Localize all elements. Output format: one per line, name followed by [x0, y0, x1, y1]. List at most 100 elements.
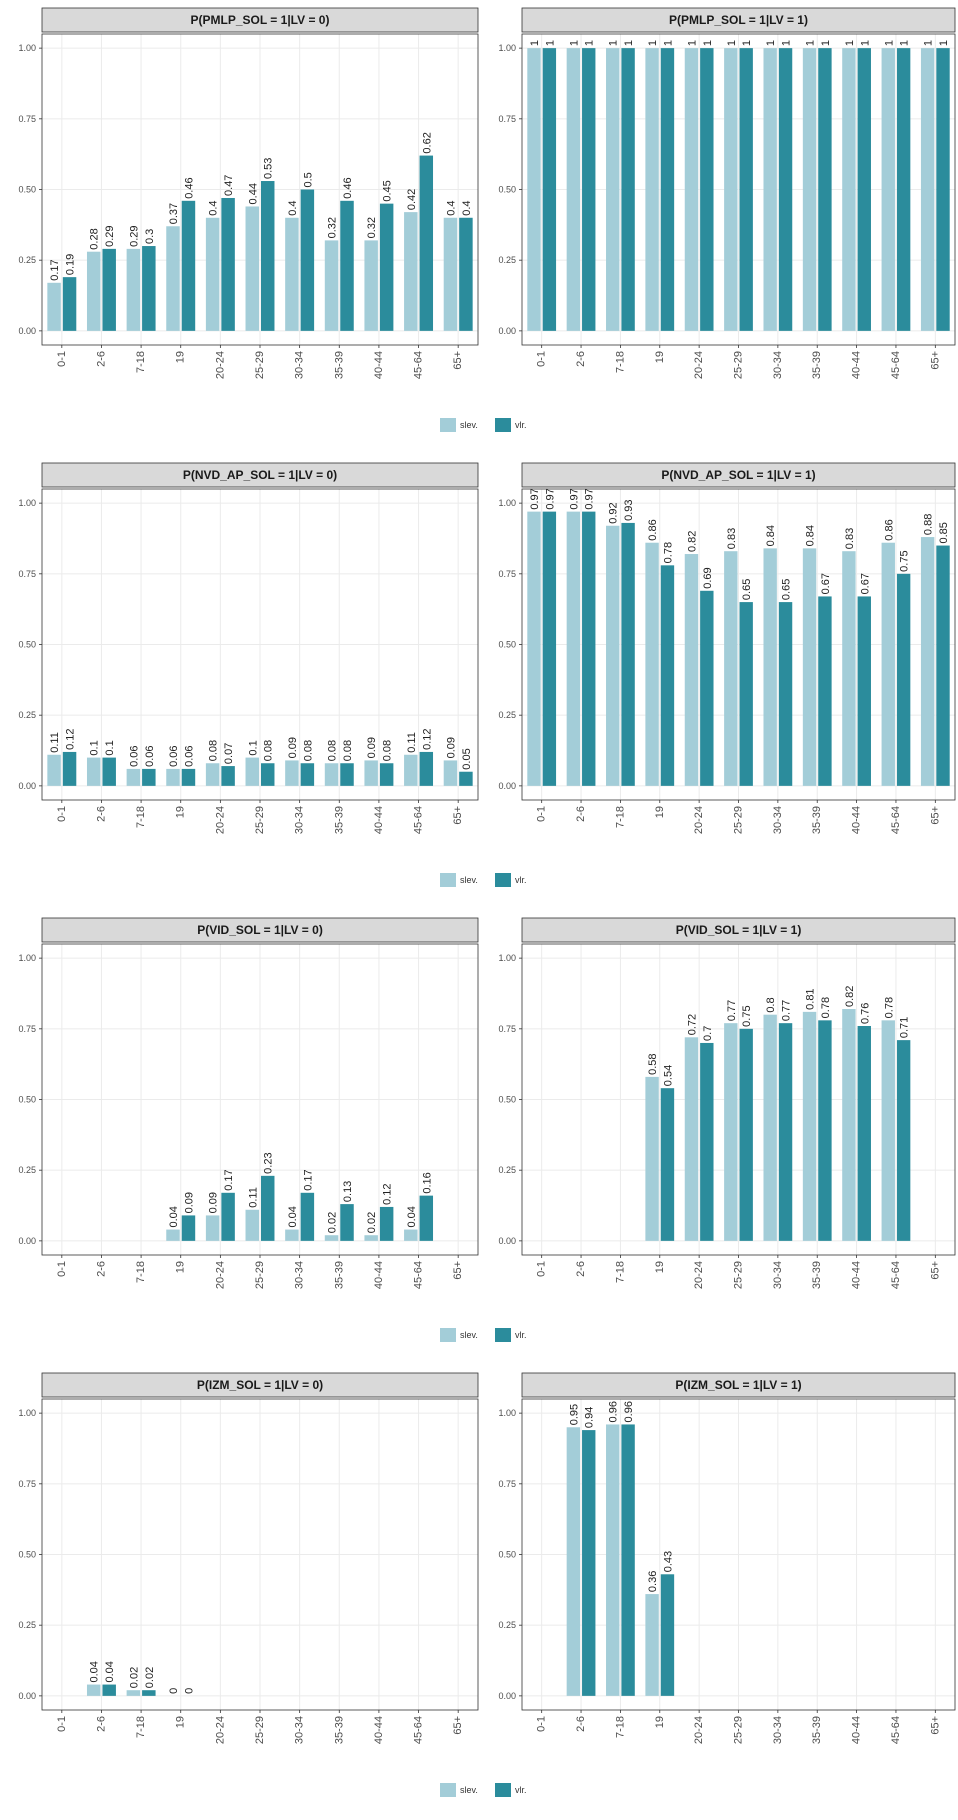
- y-tick-label: 0.50: [18, 1095, 36, 1105]
- y-tick-label: 0.50: [498, 1550, 516, 1560]
- y-tick-label: 1.00: [498, 1408, 516, 1418]
- bar: [285, 217, 299, 331]
- value-label: 0.75: [741, 1005, 753, 1026]
- value-label: 0.67: [859, 573, 871, 594]
- bar: [102, 248, 116, 331]
- value-label: 0.08: [263, 740, 275, 761]
- bar: [300, 189, 315, 331]
- bar: [660, 1088, 675, 1241]
- value-label: 0.97: [529, 488, 541, 509]
- y-tick-label: 0.75: [498, 114, 516, 124]
- x-tick-label: 45-64: [413, 351, 425, 379]
- bar: [459, 217, 473, 331]
- value-label: 0.06: [183, 745, 195, 766]
- y-tick-label: 0.25: [18, 710, 36, 720]
- y-tick-label: 0.25: [498, 1620, 516, 1630]
- legend-label: slev.: [460, 420, 478, 430]
- value-label: 1: [883, 40, 895, 46]
- bar: [166, 768, 180, 786]
- bar: [527, 511, 541, 786]
- y-tick-label: 1.00: [498, 953, 516, 963]
- legend-label: slev.: [460, 1330, 478, 1340]
- x-tick-label: 2-6: [575, 1716, 587, 1732]
- x-tick-label: 35-39: [811, 351, 823, 379]
- bar: [896, 573, 911, 786]
- bar: [205, 1215, 220, 1241]
- x-tick-label: 40-44: [851, 1261, 863, 1289]
- value-label: 0.29: [128, 225, 140, 246]
- x-tick-label: 7-18: [614, 806, 626, 828]
- bar: [739, 48, 753, 331]
- strip: [521, 462, 956, 488]
- bar: [419, 1195, 434, 1241]
- x-tick-label: 25-29: [254, 1716, 266, 1744]
- bar: [126, 768, 141, 786]
- x-tick-label: 25-29: [254, 351, 266, 379]
- x-tick-label: 65+: [452, 351, 464, 370]
- x-tick-label: 45-64: [413, 806, 425, 834]
- x-tick-label: 20-24: [214, 1716, 226, 1744]
- legend-label: vlr.: [515, 420, 527, 430]
- y-tick-label: 0.50: [498, 185, 516, 195]
- value-label: 0.43: [662, 1551, 674, 1572]
- x-tick-label: 19: [175, 1261, 187, 1273]
- value-label: 0.09: [208, 1192, 220, 1213]
- y-tick-label: 0.25: [18, 1165, 36, 1175]
- x-tick-label: 40-44: [373, 1261, 385, 1289]
- bar: [324, 240, 339, 331]
- value-label: 0.95: [568, 1404, 580, 1425]
- y-tick-label: 0.00: [498, 1236, 516, 1246]
- y-tick-label: 0.75: [18, 569, 36, 579]
- value-label: 0.08: [342, 740, 354, 761]
- bar: [763, 1014, 777, 1241]
- value-label: 0.96: [608, 1401, 620, 1422]
- x-tick-label: 35-39: [811, 806, 823, 834]
- x-tick-label: 45-64: [890, 1261, 902, 1289]
- value-label: 0.85: [938, 522, 950, 543]
- panel-title: P(PMLP_SOL = 1|LV = 1): [669, 13, 808, 27]
- value-label: 0.45: [382, 180, 394, 201]
- bar: [936, 48, 950, 331]
- y-tick-label: 0.25: [498, 255, 516, 265]
- panel-title: P(PMLP_SOL = 1|LV = 0): [191, 13, 330, 27]
- value-label: 0.84: [765, 525, 777, 546]
- bar: [142, 1690, 156, 1696]
- y-tick-label: 0.75: [498, 1024, 516, 1034]
- x-tick-label: 40-44: [851, 806, 863, 834]
- x-tick-label: 7-18: [614, 1261, 626, 1283]
- value-label: 0.62: [421, 132, 433, 153]
- x-tick-label: 30-34: [294, 1261, 306, 1289]
- value-label: 0.02: [327, 1212, 339, 1233]
- value-label: 0.84: [805, 525, 817, 546]
- panel-title: P(NVD_AP_SOL = 1|LV = 1): [661, 468, 815, 482]
- y-tick-label: 0.00: [498, 326, 516, 336]
- bar: [645, 1076, 659, 1241]
- bar: [606, 525, 620, 786]
- x-tick-label: 7-18: [614, 351, 626, 373]
- value-label: 0.86: [883, 519, 895, 540]
- legend-label: slev.: [460, 1785, 478, 1795]
- value-label: 0.76: [859, 1003, 871, 1024]
- value-label: 0.07: [223, 743, 235, 764]
- value-label: 1: [938, 40, 950, 46]
- panel-border: [41, 488, 479, 801]
- bar: [621, 522, 635, 786]
- bar: [404, 212, 418, 331]
- bar: [936, 545, 950, 786]
- x-tick-label: 25-29: [733, 351, 745, 379]
- value-label: 0.3: [144, 229, 156, 244]
- panel-title: P(IZM_SOL = 1|LV = 1): [675, 1378, 801, 1392]
- bar: [245, 1209, 259, 1241]
- value-label: 0.08: [382, 740, 394, 761]
- panel-border: [521, 33, 956, 346]
- bar: [739, 1028, 753, 1241]
- x-tick-label: 45-64: [413, 1261, 425, 1289]
- value-label: 1: [765, 40, 777, 46]
- bar: [86, 1684, 101, 1696]
- strip: [41, 462, 479, 488]
- value-label: 0.17: [49, 259, 61, 280]
- value-label: 0.08: [302, 740, 314, 761]
- strip: [521, 1372, 956, 1398]
- y-tick-label: 0.00: [18, 781, 36, 791]
- bar: [527, 48, 541, 331]
